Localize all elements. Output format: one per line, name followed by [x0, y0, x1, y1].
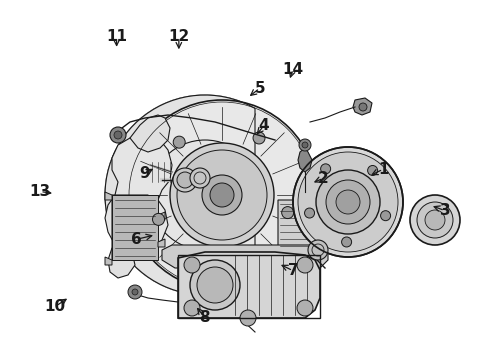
- Circle shape: [297, 257, 313, 273]
- Bar: [178, 255, 320, 318]
- Polygon shape: [130, 115, 170, 152]
- Circle shape: [326, 180, 370, 224]
- Circle shape: [417, 202, 453, 238]
- Circle shape: [127, 100, 317, 290]
- Polygon shape: [158, 212, 165, 220]
- Circle shape: [320, 164, 331, 174]
- Circle shape: [177, 172, 193, 188]
- Text: 14: 14: [282, 62, 304, 77]
- Polygon shape: [298, 148, 312, 172]
- Circle shape: [152, 213, 165, 225]
- Polygon shape: [105, 135, 172, 255]
- Circle shape: [302, 142, 308, 148]
- Text: 3: 3: [440, 203, 450, 218]
- Polygon shape: [112, 195, 158, 260]
- Circle shape: [210, 183, 234, 207]
- Circle shape: [110, 127, 126, 143]
- Circle shape: [298, 152, 398, 252]
- Polygon shape: [105, 192, 112, 200]
- Polygon shape: [108, 248, 135, 278]
- Circle shape: [128, 285, 142, 299]
- Circle shape: [197, 267, 233, 303]
- Circle shape: [316, 170, 380, 234]
- Circle shape: [342, 237, 352, 247]
- Circle shape: [184, 300, 200, 316]
- Circle shape: [220, 257, 232, 269]
- Circle shape: [305, 208, 315, 218]
- Circle shape: [177, 150, 267, 240]
- Circle shape: [253, 132, 265, 144]
- Polygon shape: [353, 98, 372, 115]
- Circle shape: [114, 131, 122, 139]
- Text: 12: 12: [168, 29, 190, 44]
- Circle shape: [150, 140, 260, 250]
- Circle shape: [410, 195, 460, 245]
- Circle shape: [336, 190, 360, 214]
- Polygon shape: [178, 252, 320, 318]
- Polygon shape: [105, 257, 112, 265]
- Circle shape: [190, 168, 210, 188]
- Circle shape: [173, 136, 185, 148]
- Bar: [112, 195, 158, 260]
- Text: 4: 4: [258, 118, 269, 134]
- Text: 8: 8: [199, 310, 210, 325]
- Polygon shape: [158, 239, 165, 247]
- Circle shape: [308, 240, 328, 260]
- Circle shape: [190, 260, 240, 310]
- Text: 10: 10: [44, 299, 66, 314]
- Circle shape: [202, 175, 242, 215]
- Circle shape: [425, 210, 445, 230]
- Circle shape: [170, 143, 274, 247]
- Circle shape: [240, 310, 256, 326]
- Circle shape: [359, 103, 367, 111]
- Text: 1: 1: [378, 162, 389, 177]
- Polygon shape: [162, 245, 328, 268]
- Circle shape: [105, 95, 305, 295]
- Polygon shape: [278, 200, 318, 250]
- Text: 7: 7: [288, 263, 298, 278]
- Circle shape: [173, 168, 197, 192]
- Text: 13: 13: [29, 184, 51, 199]
- Circle shape: [381, 211, 391, 221]
- Text: 2: 2: [318, 171, 329, 186]
- Circle shape: [297, 300, 313, 316]
- Circle shape: [293, 147, 403, 257]
- Circle shape: [132, 289, 138, 295]
- Circle shape: [368, 166, 378, 175]
- Circle shape: [282, 207, 294, 219]
- Circle shape: [299, 139, 311, 151]
- Text: 9: 9: [139, 166, 150, 181]
- Text: 11: 11: [106, 29, 127, 44]
- Polygon shape: [105, 95, 255, 295]
- Text: 6: 6: [131, 232, 142, 247]
- Text: 5: 5: [254, 81, 265, 96]
- Circle shape: [184, 257, 200, 273]
